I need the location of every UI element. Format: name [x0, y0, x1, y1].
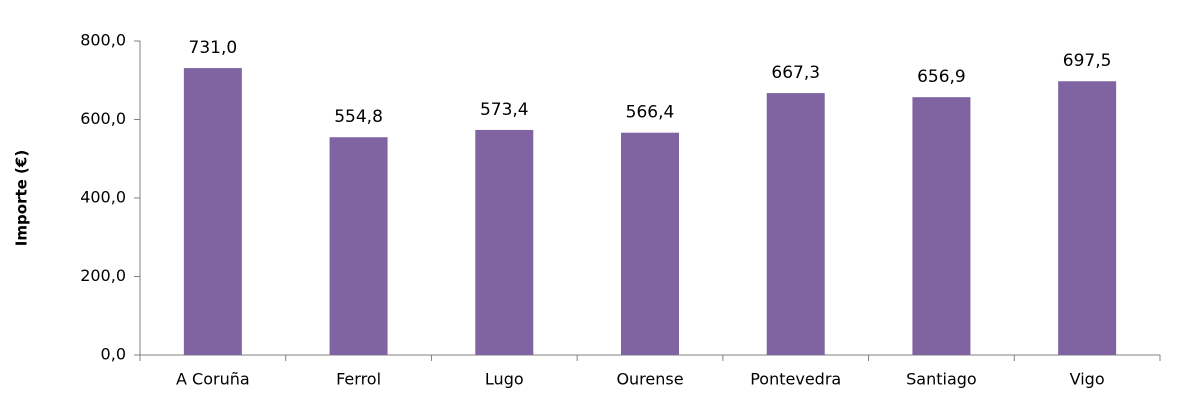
bar [766, 93, 825, 355]
value-label: 573,4 [480, 100, 529, 120]
bar [621, 132, 679, 355]
value-label: 667,3 [771, 63, 820, 83]
x-tick-label: Ourense [616, 370, 683, 389]
y-tick-label: 800,0 [80, 31, 126, 50]
y-tick-label: 400,0 [80, 188, 126, 207]
x-tick-label: Pontevedra [750, 370, 841, 389]
y-tick-label: 200,0 [80, 266, 126, 285]
bar [912, 97, 971, 355]
value-label: 731,0 [189, 38, 238, 58]
bar [1058, 81, 1117, 355]
value-label: 656,9 [917, 67, 966, 87]
value-label: 566,4 [626, 103, 675, 123]
x-tick-label: Santiago [906, 370, 977, 389]
value-label: 554,8 [334, 107, 383, 127]
value-label: 697,5 [1063, 51, 1112, 71]
x-tick-label: A Coruña [176, 370, 250, 389]
x-tick-label: Vigo [1070, 370, 1105, 389]
y-axis-label: Importe (€) [13, 150, 31, 246]
x-tick-label: Ferrol [336, 370, 381, 389]
x-tick-label: Lugo [485, 370, 524, 389]
y-tick-label: 600,0 [80, 109, 126, 128]
bar [475, 129, 534, 355]
bar [183, 68, 242, 356]
y-tick-label: 0,0 [101, 345, 126, 364]
bar [329, 137, 388, 355]
